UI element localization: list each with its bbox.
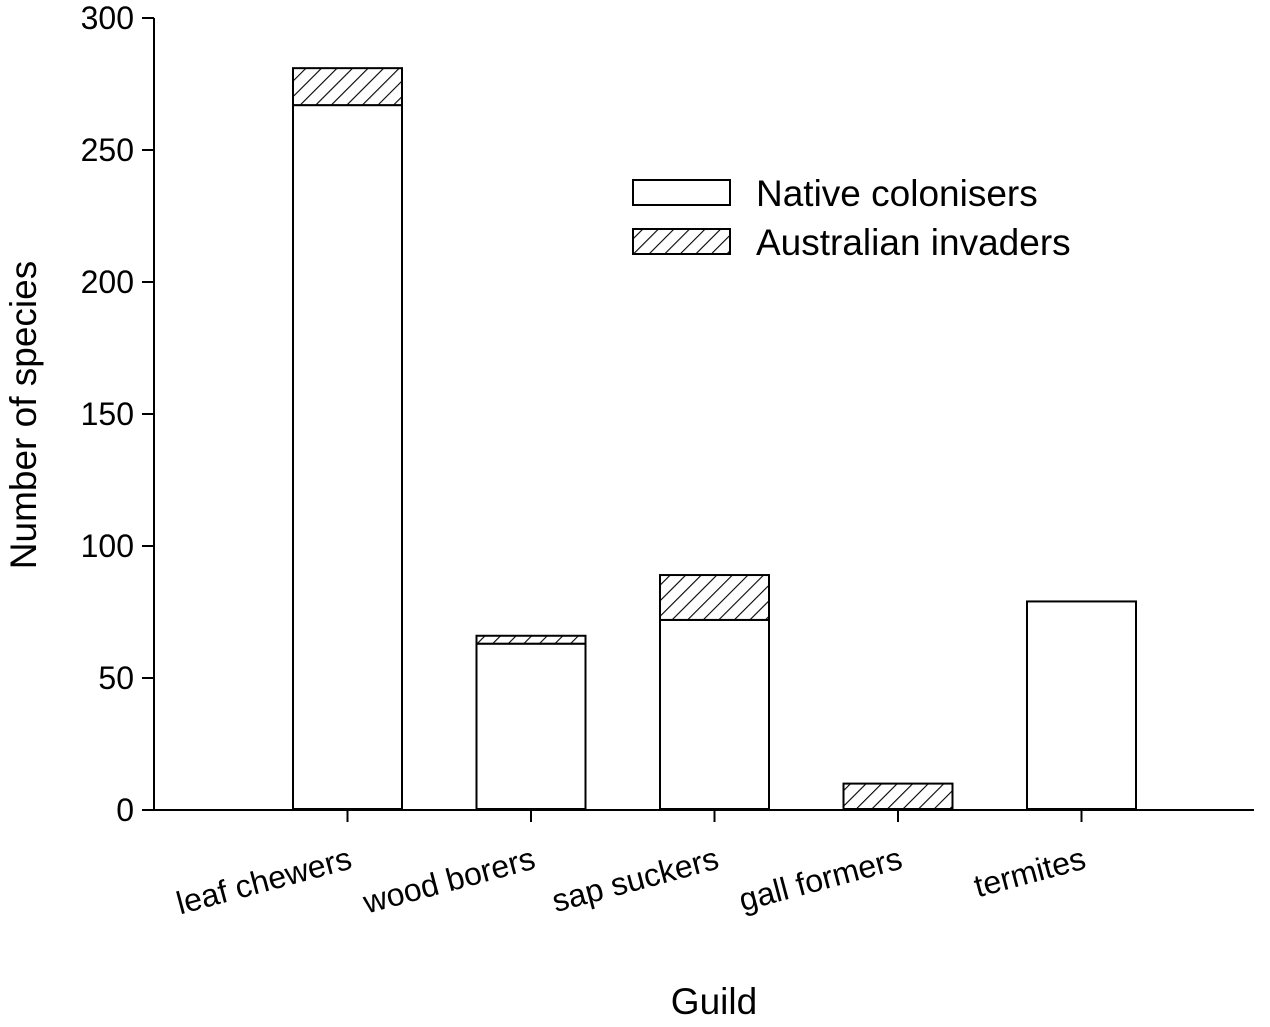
- y-axis-title: Number of species: [3, 261, 44, 569]
- legend-label: Native colonisers: [756, 173, 1038, 214]
- legend: Native colonisers Australian invaders: [632, 173, 1071, 263]
- y-tick-label: 0: [116, 792, 134, 828]
- y-tick-label: 300: [81, 0, 134, 36]
- legend-swatch-australian-invaders: [632, 228, 731, 255]
- x-tick-label: gall formers: [735, 840, 906, 918]
- legend-label: Australian invaders: [756, 222, 1071, 263]
- bar-australian-invaders: [475, 634, 587, 645]
- y-tick-label: 250: [81, 132, 134, 168]
- legend-swatch-native-colonisers: [632, 179, 731, 206]
- bar-australian-invaders: [659, 574, 770, 621]
- y-tick-label: 50: [98, 660, 134, 696]
- y-axis: 0 50 100 150 200 250 300: [81, 0, 155, 828]
- bar-native-colonisers: [659, 618, 770, 811]
- x-tick-label: wood borers: [358, 840, 538, 921]
- bar-native-colonisers: [292, 104, 403, 812]
- x-axis: leaf chewers wood borers sap suckers gall f…: [154, 809, 1254, 921]
- bar-australian-invaders: [842, 782, 954, 811]
- y-tick-label: 200: [81, 264, 134, 300]
- plot-area: [292, 67, 1137, 812]
- x-tick-label: sap suckers: [548, 840, 722, 919]
- x-tick-label: termites: [970, 840, 1089, 904]
- bar-native-colonisers: [475, 642, 587, 811]
- bar-australian-invaders: [292, 67, 403, 107]
- y-tick-label: 100: [81, 528, 134, 564]
- x-tick-label: leaf chewers: [172, 840, 355, 921]
- bar-native-colonisers: [1026, 600, 1137, 811]
- x-axis-title: Guild: [671, 981, 757, 1022]
- y-tick-label: 150: [81, 396, 134, 432]
